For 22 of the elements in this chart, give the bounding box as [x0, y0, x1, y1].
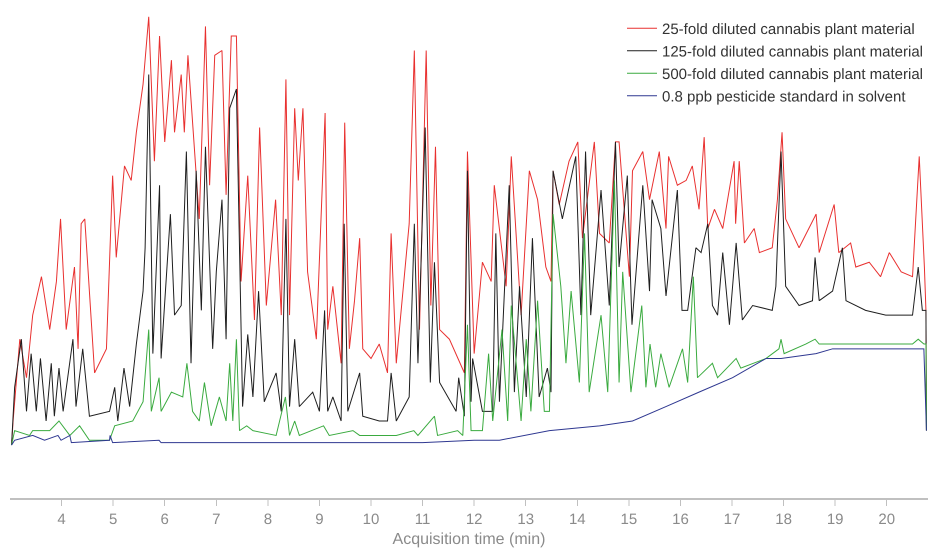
- legend-label: 500-fold diluted cannabis plant material: [662, 66, 923, 84]
- legend-label: 25-fold diluted cannabis plant material: [662, 21, 915, 38]
- x-tick-label: 8: [264, 510, 272, 528]
- legend-label: 125-fold diluted cannabis plant material: [662, 44, 923, 61]
- x-tick-label: 5: [108, 510, 118, 528]
- x-tick-label: 12: [466, 510, 483, 528]
- x-axis-title: Acquisition time (min): [392, 530, 546, 548]
- x-tick-label: 4: [57, 510, 66, 528]
- x-tick-label: 18: [775, 510, 792, 528]
- x-tick-label: 7: [212, 510, 220, 528]
- x-tick-label: 17: [724, 510, 740, 528]
- x-tick-label: 13: [517, 510, 534, 528]
- x-tick-label: 15: [620, 510, 638, 528]
- x-tick-label: 9: [315, 510, 324, 528]
- x-tick-label: 14: [568, 510, 586, 528]
- x-tick-label: 10: [362, 510, 380, 528]
- x-tick-label: 20: [878, 510, 896, 528]
- legend-label: 0.8 ppb pesticide standard in solvent: [662, 88, 906, 106]
- x-tick-label: 11: [414, 510, 430, 528]
- x-tick-label: 6: [160, 510, 169, 528]
- x-tick-label: 19: [826, 510, 844, 528]
- x-tick-label: 16: [672, 510, 689, 528]
